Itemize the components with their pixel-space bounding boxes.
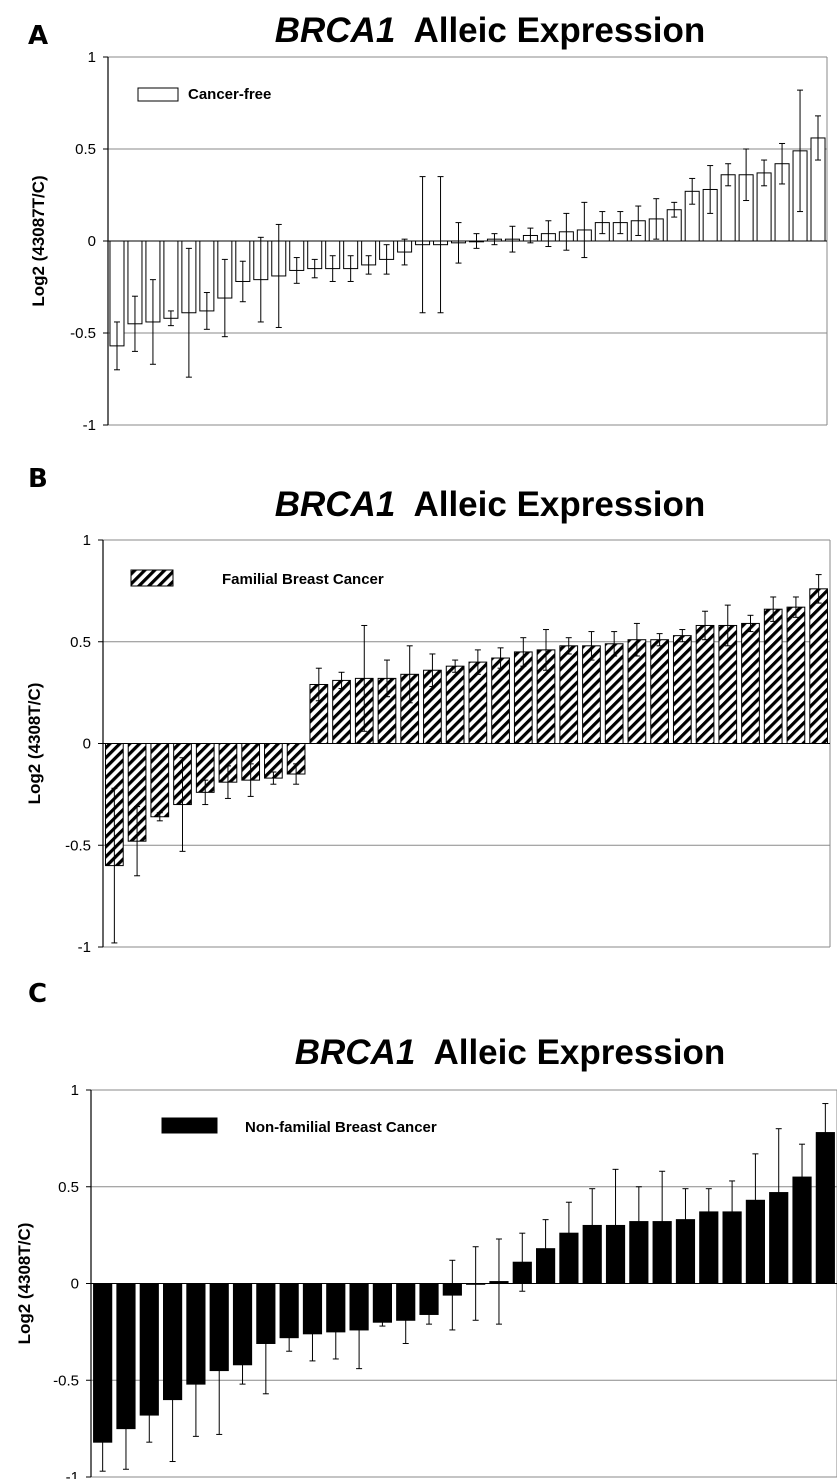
chart-title-gene: BRCA1 (295, 1033, 416, 1072)
y-tick-label: 0.5 (70, 634, 91, 651)
panel-letter: C (28, 979, 47, 1009)
y-tick-label: -0.5 (70, 325, 96, 342)
bar (445, 665, 465, 744)
chart-panel-c: C BRCA1 Alleic Expression 1 0.5 0 -0.5 -1 Log2 … (15, 979, 837, 1479)
y-tick-label: 0.5 (58, 1179, 79, 1196)
y-tick-label: 0 (88, 233, 96, 250)
bar (672, 635, 692, 745)
panel-letter: A (28, 21, 48, 51)
chart-panel-a: A BRCA1 Alleic Expression 1 0.5 0 -0.5 -1 Log2 … (28, 11, 828, 434)
y-tick-label: -1 (78, 939, 91, 956)
y-tick-label: -0.5 (53, 1372, 79, 1389)
bar (809, 588, 829, 745)
y-axis-label: Log2 (43087T/C) (29, 175, 48, 306)
chart-title-rest: Alleic Expression (395, 11, 705, 50)
legend-label: Familial Breast Cancer (222, 571, 384, 588)
bar (604, 643, 624, 744)
bar (372, 1283, 392, 1323)
y-axis-label: Log2 (4308T/C) (25, 683, 44, 805)
panel-letter: B (28, 464, 48, 494)
y-tick-label: -0.5 (65, 837, 91, 854)
legend-swatch (137, 87, 179, 102)
legend-swatch (130, 569, 174, 587)
bar (650, 639, 669, 745)
chart-title: BRCA1 Alleic Expression (275, 11, 706, 50)
bar (695, 624, 715, 744)
chart-title-gene: BRCA1 (275, 11, 396, 50)
chart-title: BRCA1 Alleic Expression (295, 1033, 726, 1072)
bar (763, 608, 783, 744)
y-tick-label: 0 (71, 1276, 79, 1293)
bar (163, 240, 179, 319)
y-tick-label: 0.5 (75, 141, 96, 158)
y-tick-label: 1 (88, 49, 96, 66)
legend-label: Non-familial Breast Cancer (245, 1119, 437, 1136)
bar (786, 606, 806, 745)
bar (559, 645, 579, 745)
y-axis-label: Log2 (4308T/C) (15, 1223, 34, 1345)
chart-title: BRCA1 Alleic Expression (275, 485, 706, 524)
legend-swatch (161, 1117, 218, 1134)
chart-title-rest: Alleic Expression (395, 485, 705, 524)
y-tick-label: 0 (83, 736, 91, 753)
y-tick-label: -1 (66, 1469, 79, 1479)
legend-label: Cancer-free (188, 86, 271, 103)
chart-title-rest: Alleic Expression (415, 1033, 725, 1072)
bar (741, 622, 760, 744)
bar (332, 679, 351, 744)
chart-panel-b: B BRCA1 Alleic Expression 1 0.5 0 -0.5 -1 Log2 … (25, 464, 831, 956)
y-tick-label: 1 (83, 532, 91, 549)
chart-title-gene: BRCA1 (275, 485, 396, 524)
y-tick-label: 1 (71, 1082, 79, 1099)
bar (491, 657, 510, 745)
y-tick-label: -1 (83, 417, 96, 434)
bar (150, 743, 170, 818)
